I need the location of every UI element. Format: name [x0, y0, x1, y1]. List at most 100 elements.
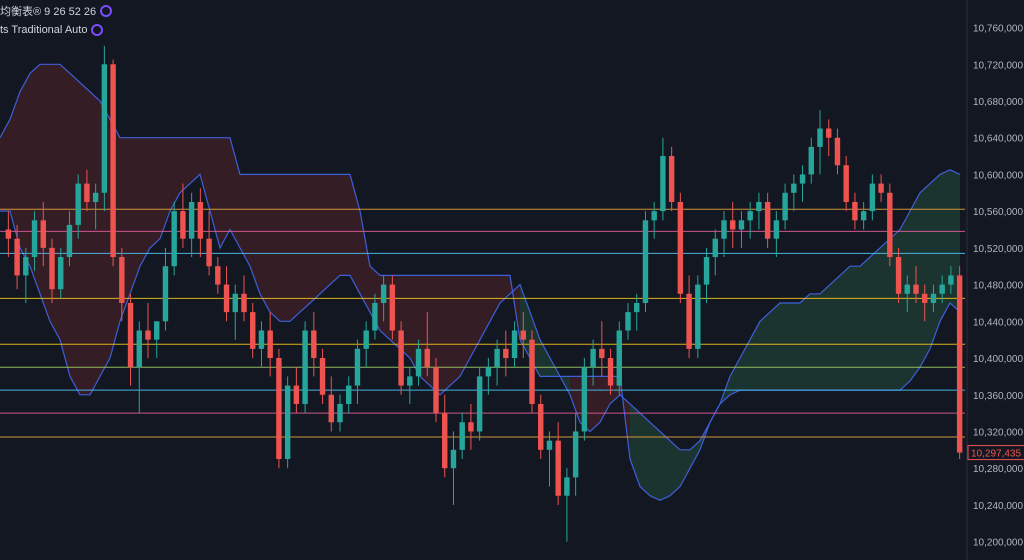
candle-body [494, 348, 500, 368]
candle-body [459, 422, 465, 450]
candle-body [764, 201, 771, 239]
candle-body [511, 330, 518, 359]
candle-body [895, 257, 902, 294]
cloud-fill [600, 376, 610, 423]
pivot-legend[interactable]: ts Traditional Auto [0, 24, 104, 36]
candle-body [389, 284, 396, 331]
cloud-fill [870, 247, 880, 391]
cloud-fill [250, 174, 260, 294]
candle-body [66, 224, 73, 258]
cloud-fill [260, 174, 270, 313]
candle-body [703, 257, 710, 285]
candle-body [415, 348, 422, 377]
cloud-fill [760, 312, 770, 391]
candle-body [250, 312, 256, 349]
candle-body [328, 394, 334, 423]
candle-body [302, 330, 308, 404]
candle-body [23, 257, 29, 276]
cloud-fill [170, 137, 180, 212]
candle-body [14, 238, 20, 276]
candle-body [92, 192, 99, 202]
candle-body [564, 477, 570, 496]
candle-body [860, 211, 867, 221]
cloud-fill [730, 358, 740, 395]
candle-body [599, 348, 605, 359]
candle-body [869, 183, 876, 212]
cloud-fill [70, 73, 80, 395]
candle-body [651, 211, 657, 221]
cloud-fill [240, 174, 250, 267]
candle-body [101, 64, 108, 193]
candle-body [782, 192, 788, 221]
cloud-span-a [0, 169, 961, 451]
candle-body [293, 385, 300, 404]
cloud-fill [850, 266, 860, 391]
price-axis-tick: 10,400,000 [973, 354, 1023, 365]
candle-body [913, 284, 919, 294]
price-axis-tick: 10,560,000 [973, 207, 1023, 218]
cloud-fill [820, 284, 830, 391]
cloud-fill [320, 174, 330, 294]
candle-body [258, 330, 265, 349]
cloud-fill [350, 174, 360, 294]
candle-body [887, 192, 893, 258]
candle-body [826, 128, 832, 138]
candle-body [276, 358, 282, 460]
candle-body [572, 431, 579, 478]
candle-body [904, 284, 910, 294]
candle-body [738, 220, 745, 230]
cloud-fill [80, 82, 90, 395]
candle-body [232, 293, 238, 313]
candle-body [721, 220, 727, 239]
candle-body [791, 183, 797, 193]
candle-body [58, 257, 64, 290]
candle-body [171, 211, 177, 267]
candle-body [380, 284, 387, 303]
candle-body [834, 137, 841, 166]
candle-body [852, 201, 858, 221]
candle-body [442, 413, 448, 469]
cloud-fill [660, 431, 670, 501]
cloud-fill [360, 211, 370, 313]
candle-body [503, 348, 509, 359]
settings-icon[interactable] [91, 24, 104, 36]
candle-body [520, 330, 526, 340]
cloud-fill [920, 183, 930, 368]
candle-body [110, 64, 116, 258]
cloud-fill [340, 174, 350, 276]
candle-body [154, 321, 160, 340]
last-price-label: 10,297,435 [971, 449, 1021, 460]
cloud-fill [780, 302, 790, 391]
cloud-fill [330, 174, 340, 285]
candle-body [5, 229, 12, 239]
cloud-fill [640, 413, 650, 496]
candle-body [922, 293, 928, 303]
cloud-fill [740, 339, 750, 391]
settings-icon[interactable] [100, 5, 113, 17]
candle-body [476, 376, 483, 432]
candle-body [773, 220, 780, 239]
ichimoku-legend-label: 均衡表® 9 26 52 26 [0, 6, 97, 18]
cloud-fill [750, 321, 760, 391]
candle-body [948, 275, 954, 285]
candle-body [756, 201, 762, 212]
candle-body [930, 293, 937, 303]
candle-body [398, 330, 404, 386]
cloud-fill [650, 422, 660, 501]
cloud-fill [630, 403, 640, 487]
price-axis-tick: 10,480,000 [973, 281, 1023, 292]
price-axis-tick: 10,280,000 [973, 464, 1023, 475]
cloud-fill [190, 137, 200, 184]
candle-body [197, 201, 204, 239]
ichimoku-legend[interactable]: 均衡表® 9 26 52 26 [0, 3, 113, 19]
candle-body [223, 284, 230, 313]
candle-body [31, 220, 38, 258]
cloud-fill [480, 275, 490, 340]
cloud-fill [460, 275, 470, 377]
candle-body [424, 348, 430, 368]
cloud-fill [280, 174, 290, 322]
candle-body [450, 449, 457, 469]
candle-body [136, 330, 142, 368]
cloud-fill [790, 302, 800, 391]
